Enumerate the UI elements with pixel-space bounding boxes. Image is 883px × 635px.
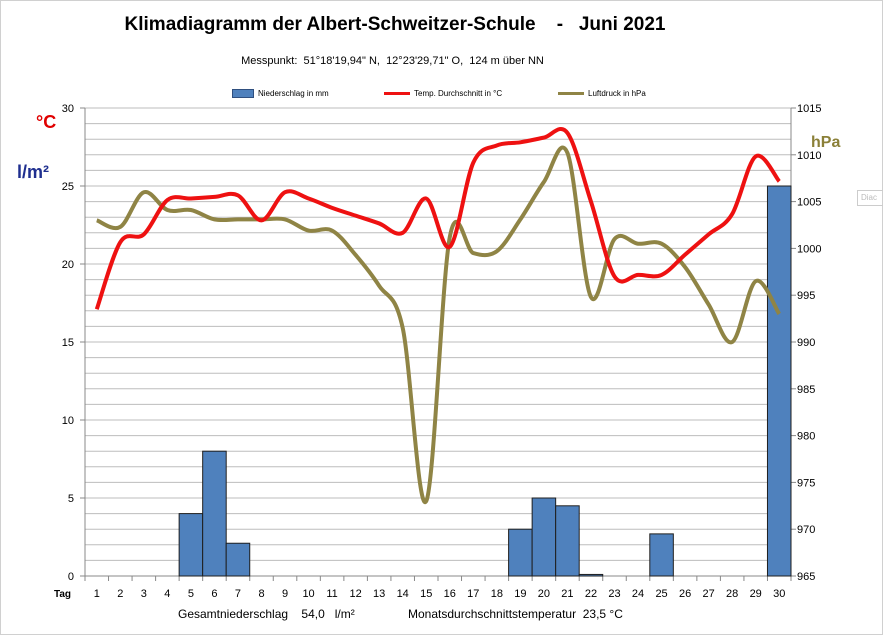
legend-swatch-precipitation [232,89,254,98]
y-left-tick-label: 25 [62,181,74,193]
precipitation-bar [202,450,227,577]
legend-label-temperature: Temp. Durchschnitt in °C [414,89,503,98]
x-tick-label: 16 [444,588,456,600]
total-precipitation-note: Gesamtniederschlag 54,0 l/m² [178,607,355,621]
x-tick-label: 26 [679,588,691,600]
y-left-tick-label: 5 [68,493,74,505]
x-tick-label: 29 [750,588,762,600]
x-tick-label: 10 [302,588,314,600]
x-tick-label: 4 [164,588,170,600]
x-tick-label: 23 [608,588,620,600]
x-tick-label: 11 [326,588,337,600]
x-tick-label: 3 [141,588,147,600]
x-tick-label: 6 [211,588,217,600]
precipitation-bar [578,573,604,577]
legend-label-precipitation: Niederschlag in mm [258,89,329,98]
x-tick-label: 17 [467,588,479,600]
x-tick-label: 7 [235,588,241,600]
x-tick-label: 13 [373,588,385,600]
precipitation-bar [649,533,674,577]
x-tick-label: 28 [726,588,738,600]
y-left-tick-label: 10 [62,415,74,427]
x-tick-label: 5 [188,588,194,600]
precipitation-bar [225,542,251,577]
average-temperature-note: Monatsdurchschnittstemperatur 23,5 °C [408,607,623,621]
pressure-line [95,145,781,504]
x-tick-label: 19 [514,588,526,600]
x-tick-label: 22 [585,588,597,600]
legend-item-temperature: Temp. Durchschnitt in °C [384,89,502,98]
legend-item-pressure: Luftdruck in hPa [558,89,646,98]
x-tick-label: 18 [491,588,503,600]
y-right-tick-label: 965 [797,571,815,583]
y-right-tick-label: 980 [797,431,815,443]
legend-swatch-temperature [384,92,410,95]
legend-label-pressure: Luftdruck in hPa [588,89,646,98]
x-tick-label: 1 [94,588,100,600]
precipitation-bar [508,528,533,577]
x-tick-label: 9 [282,588,288,600]
y-right-tick-label: 990 [797,337,815,349]
y-right-tick-label: 970 [797,524,815,536]
y-left-unit-precipitation: l/m² [17,162,50,182]
y-right-unit-pressure: hPa [811,134,841,151]
x-tick-label: 15 [420,588,432,600]
precipitation-bar [531,497,557,577]
x-tick-label: 30 [773,588,785,600]
precipitation-bar [178,513,204,577]
x-tick-label: 25 [655,588,667,600]
y-right-tick-label: 1000 [797,243,821,255]
x-tick-label: 12 [350,588,362,600]
x-tick-label: 27 [703,588,715,600]
x-tick-label: 21 [561,588,573,600]
y-right-tick-label: 1005 [797,197,821,209]
x-tick-label: 24 [632,588,644,600]
chart-subtitle: Messpunkt: 51°18'19,94" N, 12°23'29,71" … [241,55,544,67]
y-right-tick-label: 1010 [797,150,821,162]
legend: Niederschlag in mm Temp. Durchschnitt in… [228,89,698,103]
y-left-tick-label: 30 [62,103,74,115]
x-axis-title: Tag [54,589,72,600]
y-left-tick-label: 20 [62,259,74,271]
y-left-tick-label: 15 [62,337,74,349]
y-right-tick-label: 985 [797,384,815,396]
x-tick-label: 14 [397,588,409,600]
legend-item-precipitation: Niederschlag in mm [232,89,329,98]
y-left-unit-temperature: °C [36,112,57,132]
side-tab[interactable]: Diac [857,190,883,206]
y-right-tick-label: 995 [797,290,815,302]
legend-swatch-pressure [558,92,584,95]
chart-title: Klimadiagramm der Albert-Schweitzer-Schu… [124,14,666,35]
y-left-tick-label: 0 [68,571,74,583]
x-tick-label: 2 [117,588,123,600]
precipitation-bar [766,185,792,577]
x-tick-label: 8 [258,588,264,600]
x-tick-label: 20 [538,588,550,600]
temperature-line [94,126,781,310]
y-right-tick-label: 1015 [797,103,821,115]
precipitation-bar [555,505,580,577]
y-right-tick-label: 975 [797,477,815,489]
